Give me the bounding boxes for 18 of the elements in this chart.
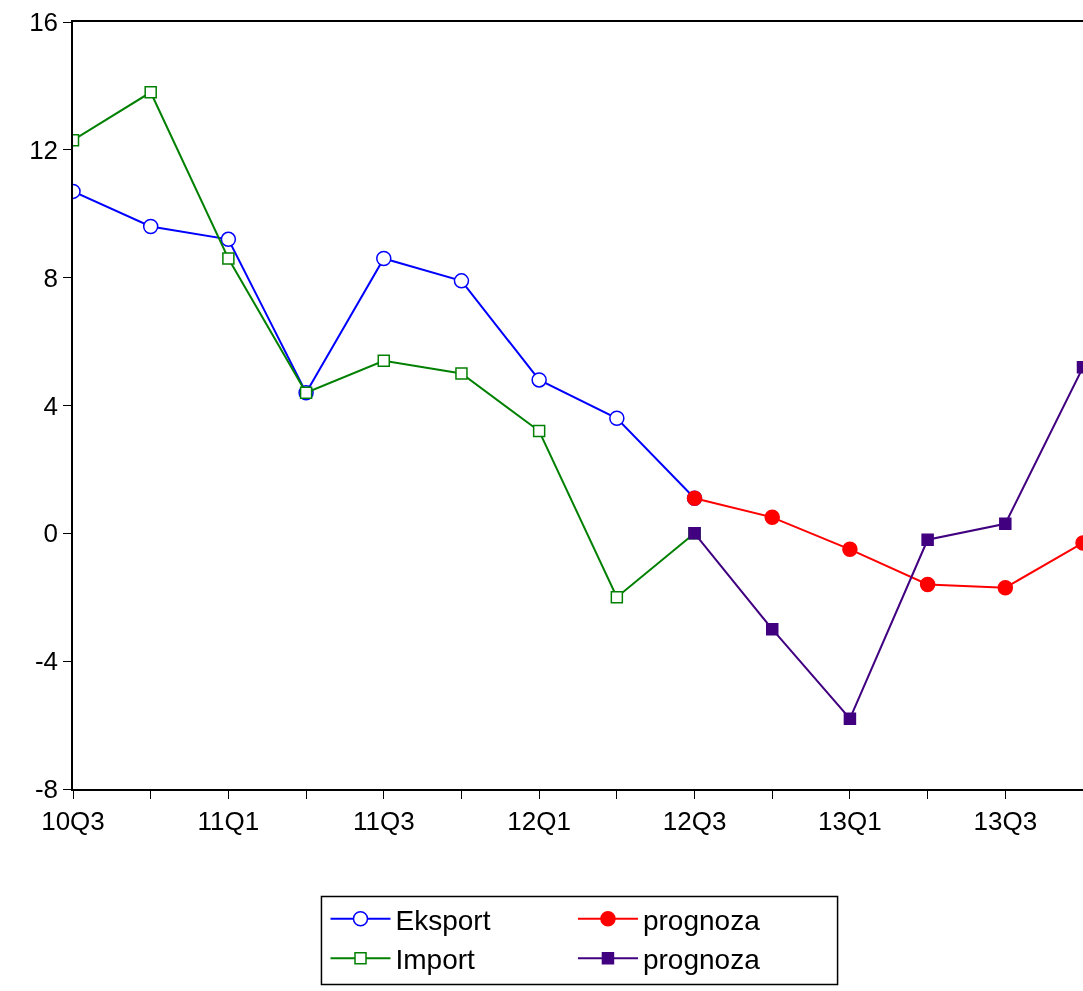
y-tick-label: 0 <box>43 518 59 549</box>
x-tick-label: 13Q1 <box>818 805 882 836</box>
x-tick-label: 11Q3 <box>352 805 415 836</box>
legend-label: prognoza <box>642 944 761 976</box>
y-tick-label: 8 <box>43 262 59 293</box>
y-tick-label: 12 <box>29 134 59 165</box>
legend-label: Import <box>395 944 476 976</box>
x-tick-label: 10Q3 <box>41 805 105 836</box>
x-tick-label: 11Q1 <box>197 805 260 836</box>
x-tick-label: 13Q3 <box>973 805 1038 836</box>
y-tick-label: -4 <box>34 646 59 677</box>
legend-label: prognoza <box>642 904 761 936</box>
y-tick-label: 16 <box>29 7 59 38</box>
x-tick-label: 12Q3 <box>662 805 727 836</box>
y-tick-label: 4 <box>43 390 59 421</box>
y-tick-label: -8 <box>34 774 59 805</box>
x-tick-label: 12Q1 <box>507 805 571 836</box>
legend-label: Eksport <box>395 904 491 936</box>
